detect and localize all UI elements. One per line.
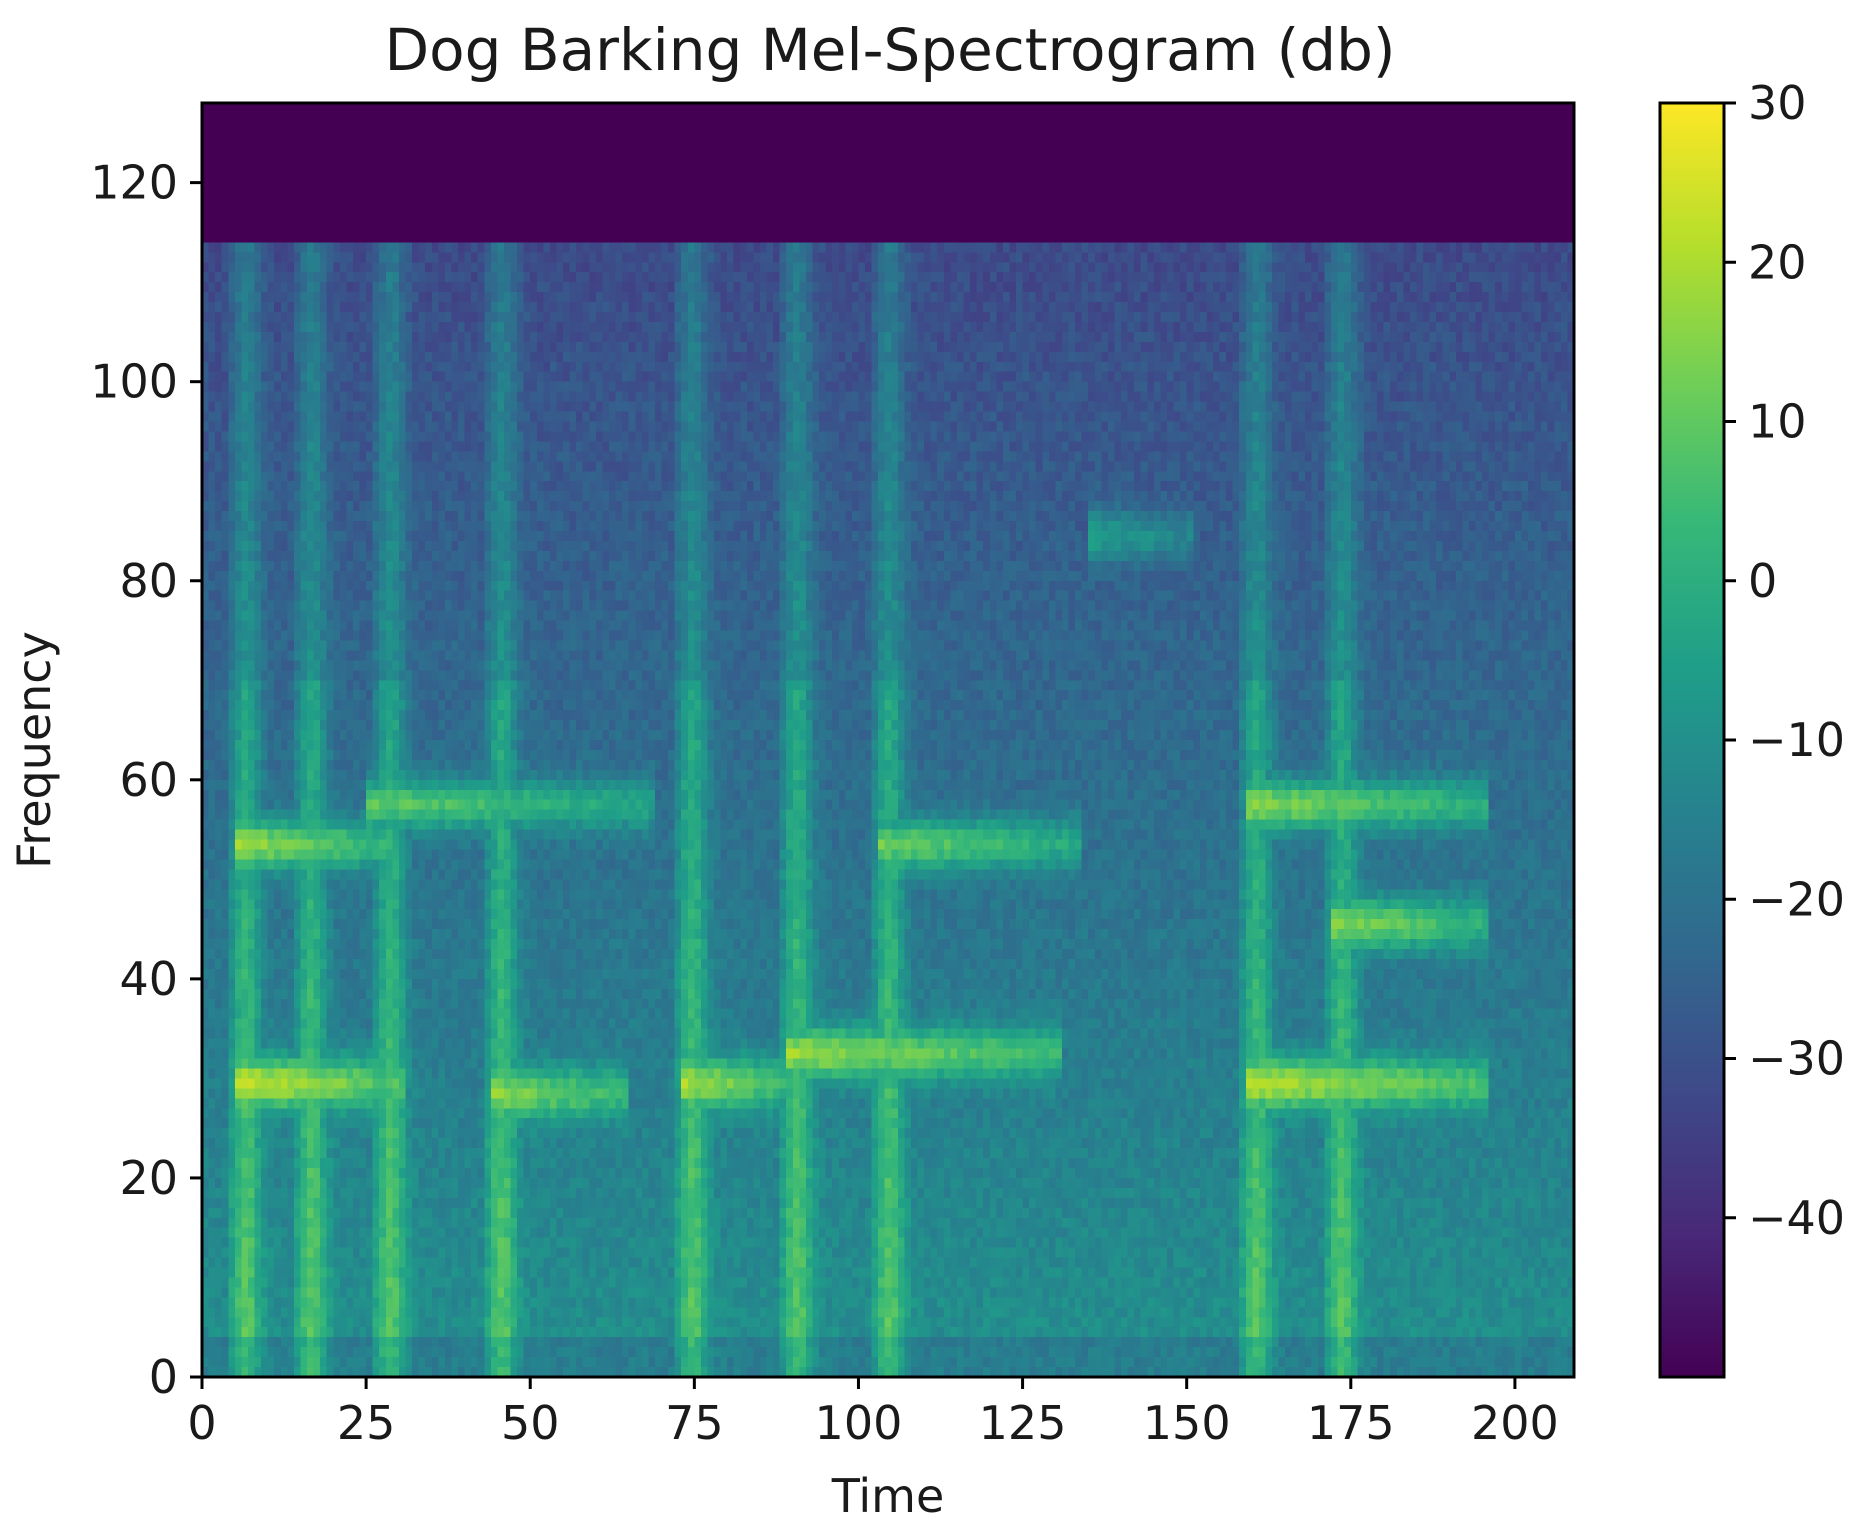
y-tick-label: 60 [119, 753, 178, 807]
colorbar [1658, 101, 1726, 1379]
x-tick-label: 50 [501, 1396, 560, 1450]
x-axis-label: Time [831, 1469, 945, 1523]
colorbar-tick-label: −10 [1748, 713, 1845, 767]
y-tick-label: 40 [119, 952, 178, 1006]
colorbar-tick-label: −30 [1748, 1032, 1845, 1086]
colorbar-tick-label: 30 [1748, 76, 1807, 130]
x-tick-label: 150 [1143, 1396, 1231, 1450]
y-tick-label: 100 [90, 355, 178, 409]
y-tick-label: 20 [119, 1151, 178, 1205]
y-tick-label: 120 [90, 156, 178, 210]
colorbar-tick-label: 20 [1748, 235, 1807, 289]
x-tick-label: 200 [1471, 1396, 1559, 1450]
x-tick-label: 125 [979, 1396, 1067, 1450]
x-tick-label: 0 [187, 1396, 216, 1450]
heatmap-area [202, 103, 1574, 1377]
y-tick-label: 80 [119, 554, 178, 608]
y-axis-label: Frequency [7, 631, 61, 869]
colorbar-tick-label: −40 [1748, 1191, 1845, 1245]
colorbar-tick-label: −20 [1748, 872, 1845, 926]
spectrogram-heatmap [202, 103, 1574, 1377]
x-axis: 0 25 50 75 100 125 150 175 200 [187, 1377, 1559, 1450]
colorbar-tick-label: 10 [1748, 395, 1807, 449]
x-tick-label: 75 [665, 1396, 724, 1450]
x-tick-label: 25 [337, 1396, 396, 1450]
x-tick-label: 100 [815, 1396, 903, 1450]
x-tick-label: 175 [1307, 1396, 1395, 1450]
colorbar-tick-label: 0 [1748, 554, 1777, 608]
y-tick-label: 0 [149, 1350, 178, 1404]
plot-frame [200, 101, 1576, 1379]
colorbar-axis: 30 20 10 0 −10 −20 −30 −40 [1724, 76, 1845, 1245]
chart-title: Dog Barking Mel-Spectrogram (db) [384, 16, 1395, 84]
y-axis: 0 20 40 60 80 100 120 [90, 156, 202, 1404]
